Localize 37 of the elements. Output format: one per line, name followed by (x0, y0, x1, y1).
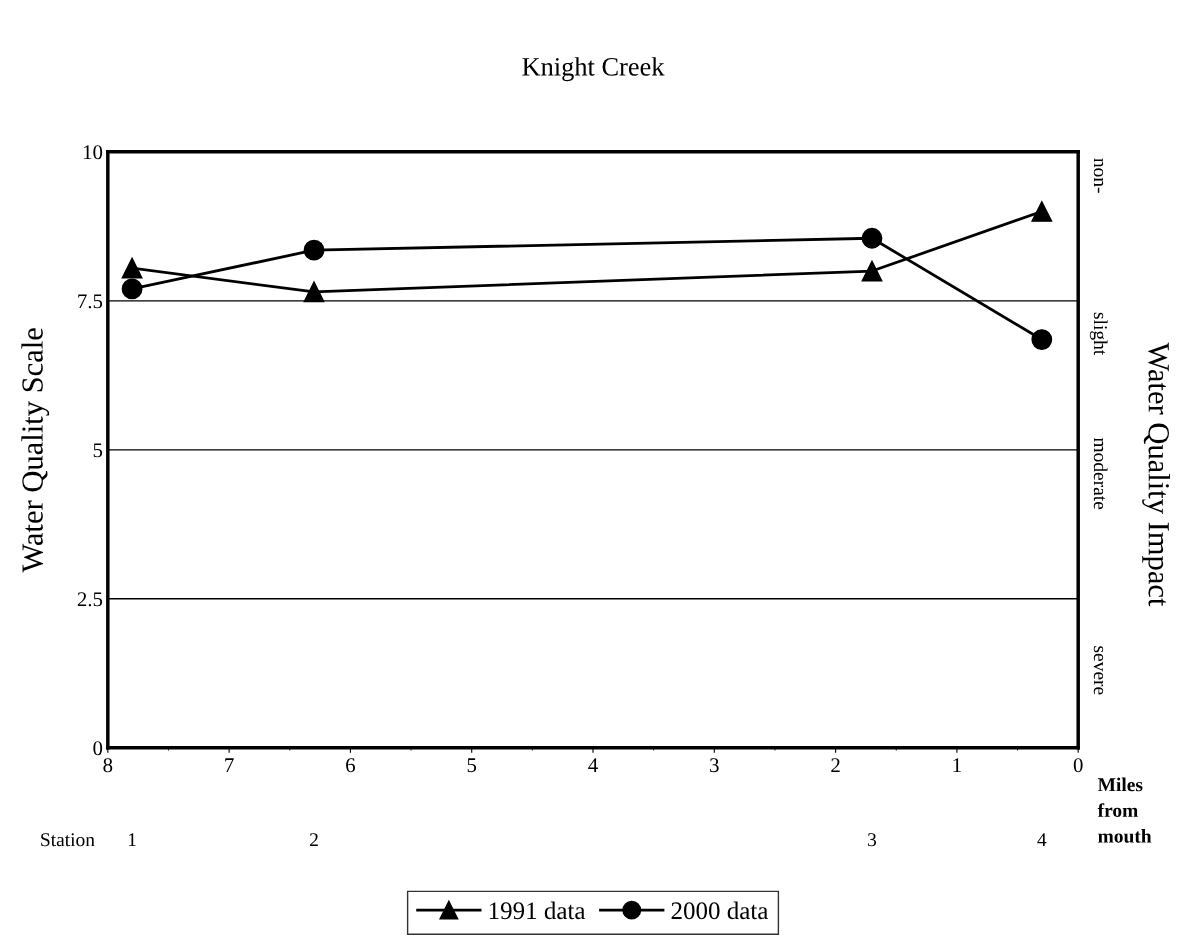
x-tick-label: 2 (831, 758, 840, 772)
point (861, 227, 883, 249)
x-tick-label: 6 (346, 758, 355, 773)
text: severe (1093, 646, 1104, 695)
y2-axis-title: Water Quality Impact (1142, 342, 1170, 607)
point (121, 278, 143, 300)
text: 4 (1037, 833, 1047, 847)
text: 3 (868, 833, 877, 847)
legend-label: 1991 data (489, 901, 586, 920)
text: moderate (1093, 437, 1108, 510)
chart-title: Knight Creek (522, 57, 665, 82)
text: 1 (128, 833, 136, 847)
point (303, 281, 325, 303)
point (303, 239, 325, 261)
legend-label: 2000 data (671, 901, 769, 920)
point (1031, 329, 1053, 350)
x-axis-title: Miles from mouth (1097, 777, 1152, 843)
y-tick-label: 5 (93, 443, 103, 458)
y-axis-title: Water Quality Scale (21, 328, 50, 573)
point (121, 257, 143, 279)
y-tick-label: 10 (83, 145, 103, 160)
point (1031, 201, 1053, 222)
text: non- (1093, 158, 1104, 193)
x-tick-label: 1 (953, 758, 961, 772)
text: 2 (310, 833, 318, 847)
point (861, 260, 883, 282)
x-tick-label: 7 (225, 758, 234, 772)
x-tick-label: 8 (103, 758, 113, 773)
y-tick-label: 0 (93, 741, 103, 756)
text: slight (1089, 312, 1108, 356)
x-tick-label: 3 (710, 758, 719, 773)
x-tick-label: 0 (1073, 758, 1083, 773)
y-tick-label: 2.5 (77, 592, 103, 607)
text: Station (41, 833, 95, 847)
x-tick-label: 4 (588, 758, 598, 772)
y-tick-label: 7.5 (78, 294, 103, 309)
x-tick-label: 5 (467, 758, 477, 773)
